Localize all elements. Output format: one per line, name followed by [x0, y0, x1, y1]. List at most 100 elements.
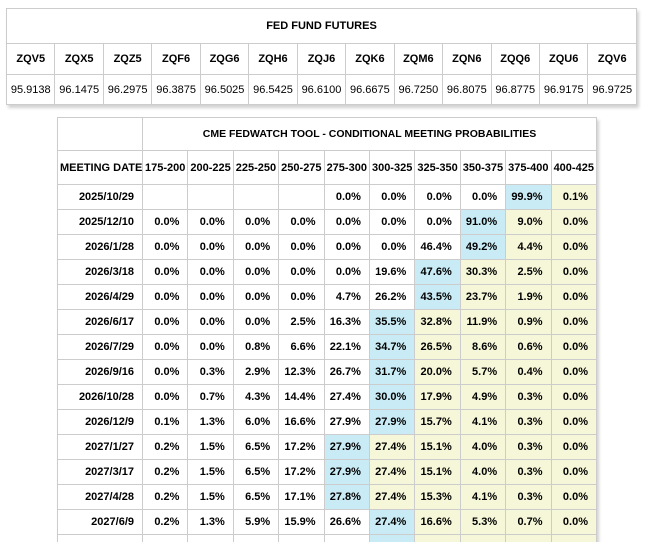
rate-range-header: 225-250 [232, 150, 280, 185]
probability-cell: 26.7% [323, 359, 370, 385]
meeting-date-cell: 2026/4/29 [57, 284, 143, 310]
probability-cell: 0.0% [141, 259, 189, 285]
probability-cell: 27.9% [368, 409, 416, 435]
probability-cell: 18.5% [414, 534, 461, 542]
meeting-date-cell: 2025/12/10 [57, 209, 143, 235]
fedwatch-header-row: MEETING DATE 175-200 200-225 225-250 250-27… [57, 150, 598, 185]
probability-cell: 27.3% [368, 534, 416, 542]
probability-cell: 0.0% [550, 359, 598, 385]
probability-cell: 0.3% [505, 484, 552, 510]
futures-contract-header: ZQG6 [199, 43, 250, 75]
probability-cell: 4.3% [232, 384, 280, 410]
meeting-date-cell: 2026/12/9 [57, 409, 143, 435]
probability-cell: 0.0% [141, 309, 189, 335]
probability-cell: 26.6% [323, 509, 370, 535]
futures-values-row: 95.9138 96.1475 96.2975 96.3875 96.5025 96.54… [5, 74, 637, 105]
probability-cell: 0.0% [232, 234, 280, 260]
probability-cell: 34.7% [368, 334, 416, 360]
probability-cell: 27.4% [368, 459, 416, 485]
probability-cell: 15.1% [414, 459, 461, 485]
probability-cell: 0.0% [323, 234, 370, 260]
probability-cell: 4.9% [459, 384, 507, 410]
probability-cell: 32.8% [414, 309, 461, 335]
probability-cell: 4.0% [459, 434, 507, 460]
probability-cell: 0.2% [141, 509, 189, 535]
probability-cell: 27.9% [323, 459, 370, 485]
meeting-row: 2027/7/280.1%1.1%5.1%14.1%24.7%27.3%18.5… [57, 534, 598, 542]
futures-contract-header: ZQQ6 [490, 43, 540, 75]
meeting-row: 2027/1/27 0.2% 1.5% 6.5% 17.2% 27.9% 27.4% 15.1… [57, 434, 598, 460]
probability-cell: 15.9% [278, 509, 325, 535]
probability-cell: 4.0% [459, 459, 507, 485]
probability-cell: 99.9% [505, 184, 552, 210]
meeting-date-column-header: MEETING DATE [57, 150, 143, 185]
probability-cell: 0.3% [505, 434, 552, 460]
probability-cell: 15.7% [414, 409, 461, 435]
probability-cell: 0.2% [141, 459, 189, 485]
probability-cell [278, 184, 325, 210]
futures-contract-header: ZQV6 [587, 43, 637, 75]
probability-cell: 0.0% [323, 209, 370, 235]
probability-cell: 47.6% [414, 259, 461, 285]
probability-cell: 0.0% [232, 209, 280, 235]
probability-cell: 0.2% [141, 434, 189, 460]
probability-cell [141, 184, 189, 210]
meeting-date-cell: 2027/1/27 [57, 434, 143, 460]
probability-cell: 0.4% [505, 359, 552, 385]
probability-cell: 17.2% [278, 434, 325, 460]
probability-cell: 27.4% [368, 434, 416, 460]
futures-price-cell: 96.2975 [102, 74, 153, 105]
probability-cell: 26.2% [368, 284, 416, 310]
meeting-row: 2026/7/29 0.0% 0.0% 0.8% 6.6% 22.1% 34.7% 26.5%… [57, 334, 598, 360]
meeting-row: 2026/3/18 0.0% 0.0% 0.0% 0.0% 0.0% 19.6% 47.6% 3… [57, 259, 598, 285]
rate-range-header: 300-325 [368, 150, 416, 185]
probability-cell: 17.9% [414, 384, 461, 410]
probability-cell: 27.4% [368, 509, 416, 535]
futures-contract-header: ZQH6 [248, 43, 298, 75]
probability-cell: 0.3% [505, 459, 552, 485]
probability-cell: 17.2% [278, 459, 325, 485]
futures-contract-header: ZQV5 [5, 43, 56, 75]
probability-cell: 5.3% [459, 509, 507, 535]
probability-cell: 0.0% [141, 234, 189, 260]
futures-price-cell: 96.5425 [248, 74, 298, 105]
probability-cell: 16.3% [323, 309, 370, 335]
probability-cell: 0.0% [550, 459, 598, 485]
probability-cell: 31.7% [368, 359, 416, 385]
probability-cell: 27.4% [323, 384, 370, 410]
probability-cell: 0.1% [550, 184, 598, 210]
probability-cell: 6.5% [232, 484, 280, 510]
futures-header-row: ZQV5 ZQX5 ZQZ5 ZQF6 ZQG6 ZQH6 ZQJ6 ZQK6 ZQM6 ZQN6… [5, 43, 637, 75]
rate-range-header: 275-300 [323, 150, 370, 185]
probability-cell: 5.9% [232, 509, 280, 535]
futures-price-cell: 96.9175 [538, 74, 589, 105]
probability-cell: 6.0% [232, 409, 280, 435]
probability-cell: 0.1% [141, 409, 189, 435]
probability-cell: 0.0% [550, 484, 598, 510]
meeting-date-cell: 2026/9/16 [57, 359, 143, 385]
probability-cell: 46.4% [414, 234, 461, 260]
probability-cell: 23.7% [459, 284, 507, 310]
probability-cell: 0.2% [141, 484, 189, 510]
probability-cell: 6.6% [278, 334, 325, 360]
probability-cell: 6.5% [232, 459, 280, 485]
meeting-row: 2026/9/16 0.0% 0.3% 2.9% 12.3% 26.7% 31.7% 20.0… [57, 359, 598, 385]
meeting-row: 2026/12/9 0.1% 1.3% 6.0% 16.6% 27.9% 27.9% 15.7… [57, 409, 598, 435]
probability-cell: 0.0% [278, 209, 325, 235]
probability-cell: 0.0% [187, 284, 234, 310]
futures-price-cell: 96.1475 [54, 74, 104, 105]
probability-cell: 16.6% [414, 509, 461, 535]
meeting-row: 2025/10/29 0.0% 0.0% 0.0% 0.0% 99.9% 0.1% [57, 184, 598, 210]
probability-cell: 0.0% [187, 259, 234, 285]
probability-cell: 5.7% [459, 359, 507, 385]
meeting-date-cell: 2026/3/18 [57, 259, 143, 285]
fedwatch-title: CME FEDWATCH TOOL - CONDITIONAL MEETING … [142, 117, 597, 151]
probability-cell [232, 184, 280, 210]
meeting-date-cell: 2027/6/9 [57, 509, 143, 535]
futures-contract-header: ZQM6 [393, 43, 444, 75]
meeting-row: 2027/3/17 0.2% 1.5% 6.5% 17.2% 27.9% 27.4% 15.1… [57, 459, 598, 485]
probability-cell: 30.3% [459, 259, 507, 285]
probability-cell: 0.6% [505, 334, 552, 360]
futures-price-cell: 96.8075 [442, 74, 492, 105]
probability-cell: 0.0% [187, 334, 234, 360]
